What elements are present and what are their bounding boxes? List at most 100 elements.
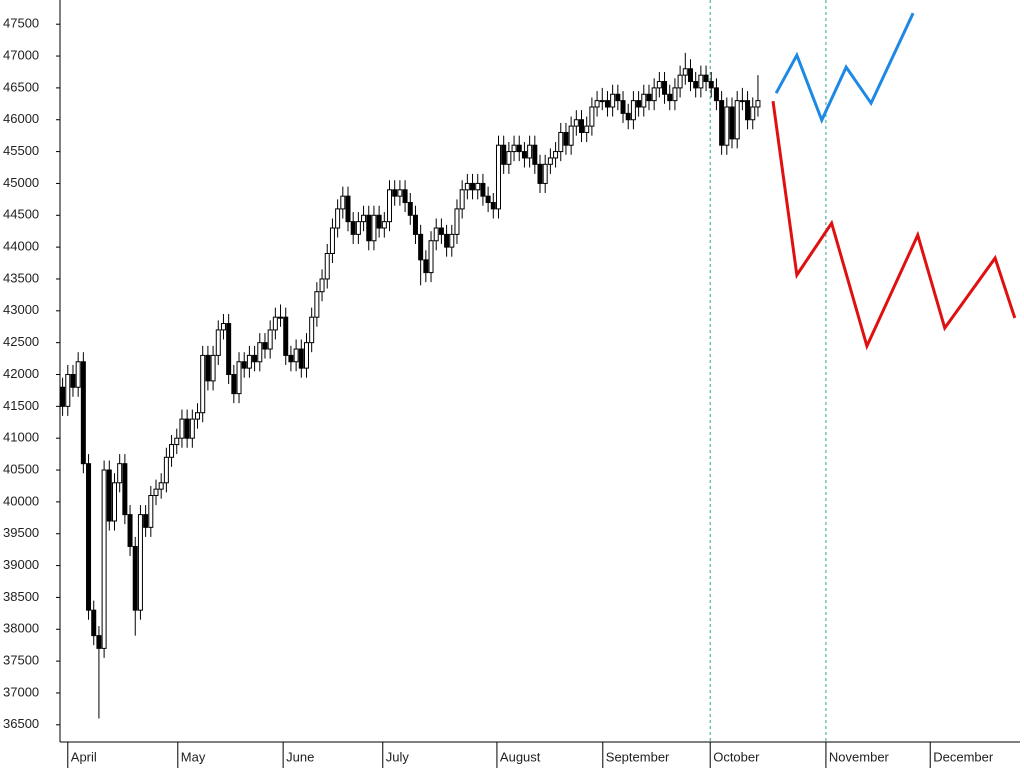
candle-body bbox=[516, 144, 522, 153]
candle-body bbox=[594, 100, 600, 108]
x-tick-label: April bbox=[71, 749, 97, 764]
candle-body bbox=[153, 488, 159, 497]
candle-body bbox=[132, 545, 138, 611]
candle-body bbox=[402, 189, 408, 204]
candle-body bbox=[174, 437, 180, 446]
candle-body bbox=[215, 329, 221, 356]
y-tick-label: 44000 bbox=[3, 239, 39, 254]
candle-body bbox=[449, 233, 455, 248]
candle-body bbox=[604, 100, 610, 108]
candle-body bbox=[314, 291, 320, 318]
candle-body bbox=[558, 131, 564, 153]
y-tick-label: 45500 bbox=[3, 143, 39, 158]
candle-body bbox=[86, 463, 92, 611]
candle-body bbox=[127, 514, 133, 547]
y-tick-label: 42000 bbox=[3, 366, 39, 381]
candle-body bbox=[438, 227, 444, 235]
candle-body bbox=[677, 74, 683, 89]
candle-body bbox=[698, 74, 704, 89]
y-tick-label: 45000 bbox=[3, 175, 39, 190]
candle-body bbox=[693, 81, 699, 89]
x-tick-label: October bbox=[713, 749, 760, 764]
candle-body bbox=[620, 100, 626, 114]
candle-body bbox=[319, 278, 325, 293]
candle-body bbox=[220, 323, 226, 331]
candle-body bbox=[739, 100, 745, 103]
candle-body bbox=[350, 221, 356, 235]
candle-body bbox=[745, 100, 751, 121]
y-tick-label: 43500 bbox=[3, 270, 39, 285]
x-tick-label: November bbox=[829, 749, 890, 764]
x-tick-label: May bbox=[181, 749, 206, 764]
candle-body bbox=[610, 93, 616, 108]
y-tick-label: 37500 bbox=[3, 653, 39, 668]
candle-body bbox=[231, 374, 237, 395]
candle-body bbox=[547, 157, 553, 165]
candle-body bbox=[329, 227, 335, 254]
candle-body bbox=[423, 259, 429, 274]
x-tick-label: December bbox=[933, 749, 994, 764]
candle-body bbox=[272, 316, 278, 331]
candle-body bbox=[459, 189, 465, 210]
candle-body bbox=[480, 182, 486, 197]
candle-body bbox=[454, 208, 460, 235]
candle-body bbox=[122, 463, 128, 516]
candle-body bbox=[537, 163, 543, 184]
candle-body bbox=[205, 354, 211, 382]
candle-body bbox=[366, 214, 372, 242]
candle-body bbox=[418, 233, 424, 261]
candle-body bbox=[278, 316, 284, 319]
candle-body bbox=[96, 635, 102, 649]
candle-body bbox=[703, 74, 709, 83]
x-tick-label: August bbox=[500, 749, 541, 764]
candle-body bbox=[584, 125, 590, 133]
candle-body bbox=[646, 93, 652, 102]
candle-body bbox=[392, 189, 398, 197]
candle-body bbox=[636, 100, 642, 108]
candle-body bbox=[137, 514, 143, 611]
candle-body bbox=[724, 106, 730, 146]
candle-body bbox=[210, 354, 216, 382]
candle-body bbox=[470, 182, 476, 191]
candle-body bbox=[656, 81, 662, 89]
candle-body bbox=[755, 100, 761, 108]
candle-body bbox=[682, 68, 688, 76]
candle-body bbox=[506, 151, 512, 165]
candle-body bbox=[293, 348, 299, 363]
candle-body bbox=[252, 354, 258, 363]
y-tick-label: 43000 bbox=[3, 302, 39, 317]
candle-body bbox=[189, 418, 195, 439]
candle-body bbox=[397, 189, 403, 197]
candle-body bbox=[200, 354, 206, 414]
candle-body bbox=[407, 202, 413, 216]
candle-body bbox=[490, 202, 496, 210]
candle-body bbox=[101, 469, 107, 649]
candle-body bbox=[335, 208, 341, 229]
y-tick-label: 40500 bbox=[3, 461, 39, 476]
candle-body bbox=[521, 151, 527, 159]
y-tick-label: 36500 bbox=[3, 716, 39, 731]
candle-body bbox=[381, 221, 387, 229]
candle-body bbox=[495, 144, 501, 210]
candle-body bbox=[662, 81, 668, 95]
candle-body bbox=[355, 221, 361, 235]
candle-body bbox=[444, 233, 450, 248]
projection-line bbox=[774, 12, 915, 124]
candle-body bbox=[262, 342, 268, 350]
candle-body bbox=[226, 323, 232, 376]
candle-body bbox=[641, 93, 647, 108]
candle-body bbox=[625, 112, 631, 121]
candle-body bbox=[376, 214, 382, 229]
candle-body bbox=[667, 93, 673, 102]
candle-body bbox=[111, 482, 117, 522]
candle-body bbox=[687, 68, 693, 83]
candle-body bbox=[387, 189, 393, 223]
candle-body bbox=[143, 514, 149, 528]
candle-body bbox=[195, 412, 201, 420]
candle-body bbox=[719, 100, 725, 146]
candle-body bbox=[184, 418, 190, 439]
candle-body bbox=[412, 214, 418, 235]
candle-body bbox=[324, 252, 330, 280]
